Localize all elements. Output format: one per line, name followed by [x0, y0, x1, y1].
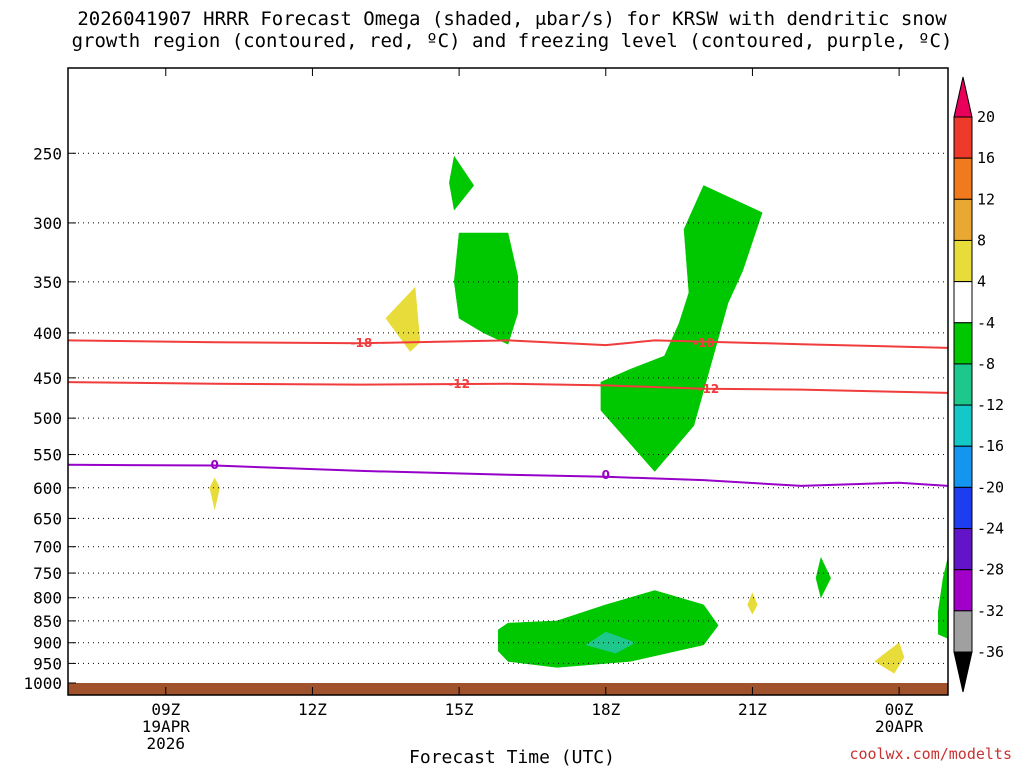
watermark: coolwx.com/modelts	[849, 745, 1012, 763]
colorbar-label-10: -24	[977, 520, 1004, 538]
axis-layer: 250 300 350 400 450 500 550 600 650 700 750 800 850 9…	[23, 68, 924, 753]
omega-region-9	[747, 592, 758, 615]
chart-title: 2026041907 HRRR Forecast Omega (shaded, …	[0, 8, 1024, 52]
ground-layer	[68, 683, 948, 695]
ground-strip	[68, 683, 948, 695]
y-tick-label-550: 550	[33, 446, 62, 465]
colorbar-box-6	[953, 363, 973, 406]
omega-region-2	[600, 185, 763, 472]
y-tick-label-600: 600	[33, 479, 62, 498]
y-tick-label-250: 250	[33, 144, 62, 163]
y-tick-label-700: 700	[33, 538, 62, 557]
colorbar-label-5: -4	[977, 314, 995, 332]
y-tick-label-1000: 1000	[23, 674, 62, 693]
x-tick-label-24-1: 20APR	[875, 717, 924, 736]
colorbar-label-8: -16	[977, 437, 1004, 455]
chart-title-line1: 2026041907 HRRR Forecast Omega (shaded, …	[77, 8, 947, 30]
x-tick-label-9-0: 09Z	[151, 700, 180, 719]
contour-label-0-0: -18	[350, 336, 372, 350]
contour-line-2	[67, 463, 949, 487]
colorbar-box-5	[953, 322, 973, 365]
y-tick-label-850: 850	[33, 612, 62, 631]
chart-title-line2: growth region (contoured, red, ºC) and f…	[71, 30, 953, 52]
x-tick-label-21-0: 21Z	[738, 700, 767, 719]
colorbar-top-triangle	[953, 76, 973, 118]
colorbar-label-1: 16	[977, 149, 995, 167]
x-axis-label: Forecast Time (UTC)	[409, 747, 615, 768]
contour-label-1-0: -12	[448, 377, 470, 391]
colorbar-label-3: 8	[977, 231, 986, 249]
contour-line-1	[67, 381, 949, 394]
y-tick-label-650: 650	[33, 509, 62, 528]
y-tick-label-750: 750	[33, 564, 62, 583]
colorbar-box-7	[953, 404, 973, 447]
colorbar-bottom-triangle	[953, 651, 973, 693]
colorbar-box-0	[953, 116, 973, 159]
colorbar-box-2	[953, 198, 973, 241]
plot-frame	[67, 67, 949, 696]
y-tick-label-300: 300	[33, 214, 62, 233]
colorbar-label-9: -20	[977, 478, 1004, 496]
x-tick-label-12-0: 12Z	[298, 700, 327, 719]
y-tick-label-900: 900	[33, 634, 62, 653]
colorbar-box-8	[953, 445, 973, 488]
colorbar-box-3	[953, 239, 973, 283]
omega-region-4	[815, 556, 831, 599]
colorbar-label-0: 20	[977, 108, 995, 126]
x-tick-label-9-1: 19APR	[142, 717, 191, 736]
colorbar-label-11: -28	[977, 561, 1004, 579]
colorbar-box-11	[953, 569, 973, 612]
x-tick-label-24-0: 00Z	[885, 700, 914, 719]
colorbar-box-9	[953, 486, 973, 530]
y-tick-label-350: 350	[33, 273, 62, 292]
colorbar-label-13: -36	[977, 643, 1004, 661]
contour-label-0-1: -18	[693, 336, 715, 350]
omega-region-8	[209, 477, 220, 510]
contour-label-1-1: -12	[698, 382, 720, 396]
colorbar-box-12	[953, 610, 973, 653]
omega-region-6	[585, 631, 636, 654]
y-tick-label-400: 400	[33, 324, 62, 343]
omega-region-10	[874, 642, 905, 674]
contour-line-0	[67, 339, 949, 349]
y-tick-label-500: 500	[33, 409, 62, 428]
colorbar-box-1	[953, 157, 973, 200]
colorbar-label-2: 12	[977, 190, 995, 208]
contour-label-2-0: 0	[210, 458, 218, 472]
contour-layer: -18 -18 -12 -12 0 0	[67, 336, 949, 487]
grid-layer	[68, 152, 948, 664]
omega-region-0	[449, 155, 475, 211]
colorbar-label-6: -8	[977, 355, 995, 373]
y-tick-label-800: 800	[33, 589, 62, 608]
contour-label-2-1: 0	[602, 468, 610, 482]
colorbar-box-10	[953, 528, 973, 571]
omega-region-3	[497, 590, 719, 668]
colorbar-box-4	[953, 281, 973, 324]
colorbar-label-7: -12	[977, 396, 1004, 414]
y-tick-label-450: 450	[33, 369, 62, 388]
omega-region-1	[453, 232, 519, 345]
colorbar: 20 16 12 8 4 -4 -8 -12 -16 -20 -24 -28 -32 -36	[953, 76, 1004, 693]
colorbar-label-12: -32	[977, 602, 1004, 620]
colorbar-label-4: 4	[977, 273, 986, 291]
omega-region-7	[385, 286, 421, 352]
x-tick-label-18-0: 18Z	[591, 700, 620, 719]
x-tick-label-15-0: 15Z	[445, 700, 474, 719]
omega-shading-layer	[209, 155, 949, 674]
x-tick-label-9-2: 2026	[147, 734, 186, 753]
y-tick-label-950: 950	[33, 654, 62, 673]
